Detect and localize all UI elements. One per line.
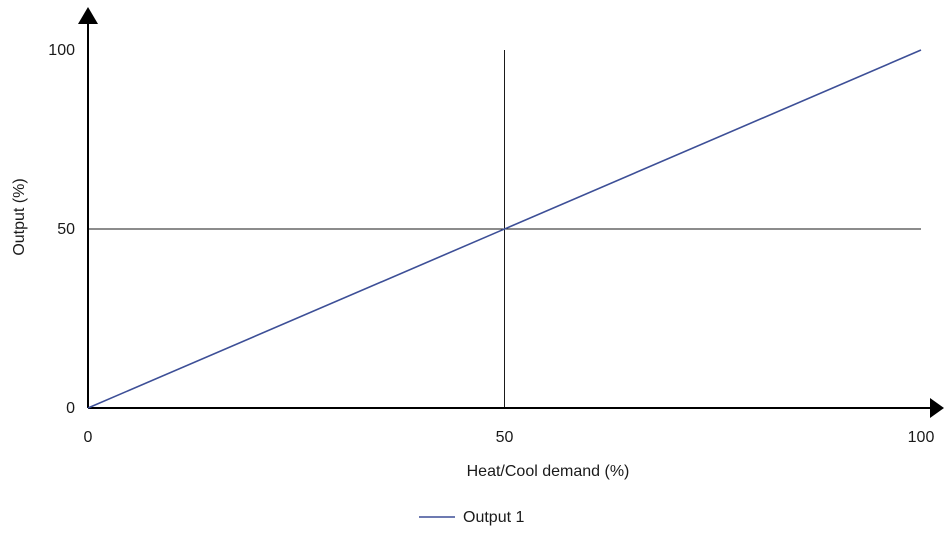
x-tick-label: 50 [496, 429, 514, 446]
legend-label: Output 1 [463, 509, 524, 526]
y-axis-label: Output (%) [11, 178, 28, 255]
y-tick-label: 100 [48, 42, 75, 59]
x-axis-arrow-icon [930, 398, 944, 418]
y-axis-arrow-icon [78, 7, 98, 24]
y-tick-label: 50 [57, 221, 75, 238]
x-axis-label: Heat/Cool demand (%) [467, 463, 630, 480]
legend: Output 1 [419, 509, 524, 526]
x-tick-labels: 0 50 100 [84, 429, 935, 446]
series-line-1 [87, 49, 922, 409]
x-tick-label: 0 [84, 429, 93, 446]
y-tick-label: 0 [66, 400, 75, 417]
x-tick-label: 100 [908, 429, 935, 446]
series-layer [87, 49, 922, 409]
y-tick-labels: 0 50 100 [48, 42, 75, 417]
